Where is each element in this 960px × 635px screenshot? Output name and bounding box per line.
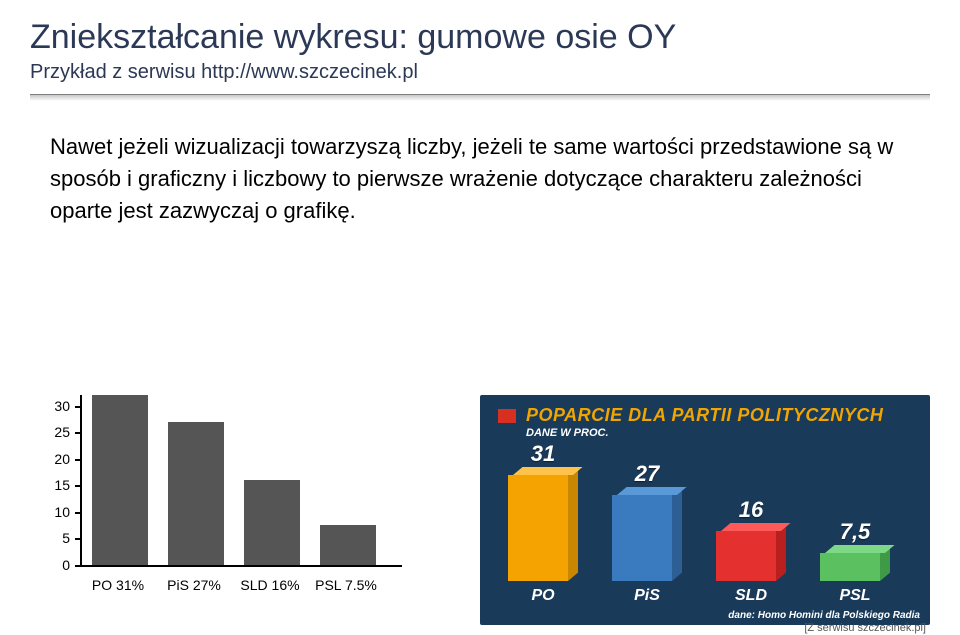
right-chart-bar — [820, 553, 890, 581]
left-chart-ytick: 5 — [30, 530, 70, 546]
right-chart-bar — [612, 495, 682, 581]
bar-front — [508, 475, 568, 581]
left-chart: 0 5 10 15 20 25 30 PO 31%PiS 27%SLD 16%PSL 7.5% — [30, 395, 410, 625]
right-chart-header: POPARCIE DLA PARTII POLITYCZNYCH — [498, 405, 883, 426]
bar-side — [568, 467, 578, 581]
left-chart-tickmark — [75, 432, 82, 434]
bar-top — [617, 487, 687, 495]
bar-front — [716, 531, 776, 581]
bar-top — [825, 545, 895, 553]
right-chart-category: PO — [508, 587, 578, 605]
right-chart-value: 16 — [716, 497, 786, 523]
right-chart: POPARCIE DLA PARTII POLITYCZNYCH DANE W … — [480, 395, 930, 625]
left-chart-ytick: 10 — [30, 504, 70, 520]
left-chart-ytick: 0 — [30, 557, 70, 573]
bar-top — [721, 523, 791, 531]
slide: Zniekształcanie wykresu: gumowe osie OY … — [0, 0, 960, 635]
bar-front — [612, 495, 672, 581]
left-chart-ytick: 15 — [30, 477, 70, 493]
body-text: Nawet jeżeli wizualizacji towarzyszą lic… — [0, 101, 960, 227]
left-chart-ytick: 25 — [30, 424, 70, 440]
bar-side — [672, 487, 682, 581]
accent-square-icon — [498, 409, 516, 423]
figure-caption: [Z serwisu szczecinek.pl] — [804, 622, 926, 634]
right-chart-value: 7,5 — [820, 519, 890, 545]
right-chart-value: 31 — [508, 441, 578, 467]
right-chart-bar — [508, 475, 578, 581]
bar-side — [776, 523, 786, 581]
right-chart-title: POPARCIE DLA PARTII POLITYCZNYCH — [526, 405, 883, 426]
title-block: Zniekształcanie wykresu: gumowe osie OY … — [0, 0, 960, 90]
left-chart-xlabel: PiS 27% — [154, 577, 234, 593]
left-chart-bar — [320, 525, 376, 565]
right-chart-category: SLD — [716, 587, 786, 605]
left-chart-bar — [244, 480, 300, 565]
left-chart-tickmark — [75, 538, 82, 540]
left-chart-tickmark — [75, 406, 82, 408]
left-chart-bar — [92, 395, 148, 565]
left-chart-xlabel: PO 31% — [78, 577, 158, 593]
slide-title: Zniekształcanie wykresu: gumowe osie OY — [30, 18, 930, 57]
left-chart-tickmark — [75, 485, 82, 487]
left-chart-tickmark — [75, 512, 82, 514]
right-chart-category: PSL — [820, 587, 890, 605]
right-chart-value: 27 — [612, 461, 682, 487]
bar-top — [513, 467, 583, 475]
left-chart-ytick: 30 — [30, 398, 70, 414]
left-chart-ytick: 20 — [30, 451, 70, 467]
right-chart-bar — [716, 531, 786, 581]
left-chart-plot — [80, 395, 402, 567]
charts-row: 0 5 10 15 20 25 30 PO 31%PiS 27%SLD 16%PSL 7.5%… — [0, 395, 960, 625]
left-chart-tickmark — [75, 565, 82, 567]
bar-front — [820, 553, 880, 581]
left-chart-bar — [168, 422, 224, 565]
right-chart-source: dane: Homo Homini dla Polskiego Radia — [728, 610, 920, 621]
right-chart-category: PiS — [612, 587, 682, 605]
right-chart-subtitle: DANE W PROC. — [526, 427, 609, 439]
left-chart-xlabel: SLD 16% — [230, 577, 310, 593]
slide-subtitle: Przykład z serwisu http://www.szczecinek… — [30, 61, 930, 84]
left-chart-tickmark — [75, 459, 82, 461]
left-chart-xlabel: PSL 7.5% — [306, 577, 386, 593]
